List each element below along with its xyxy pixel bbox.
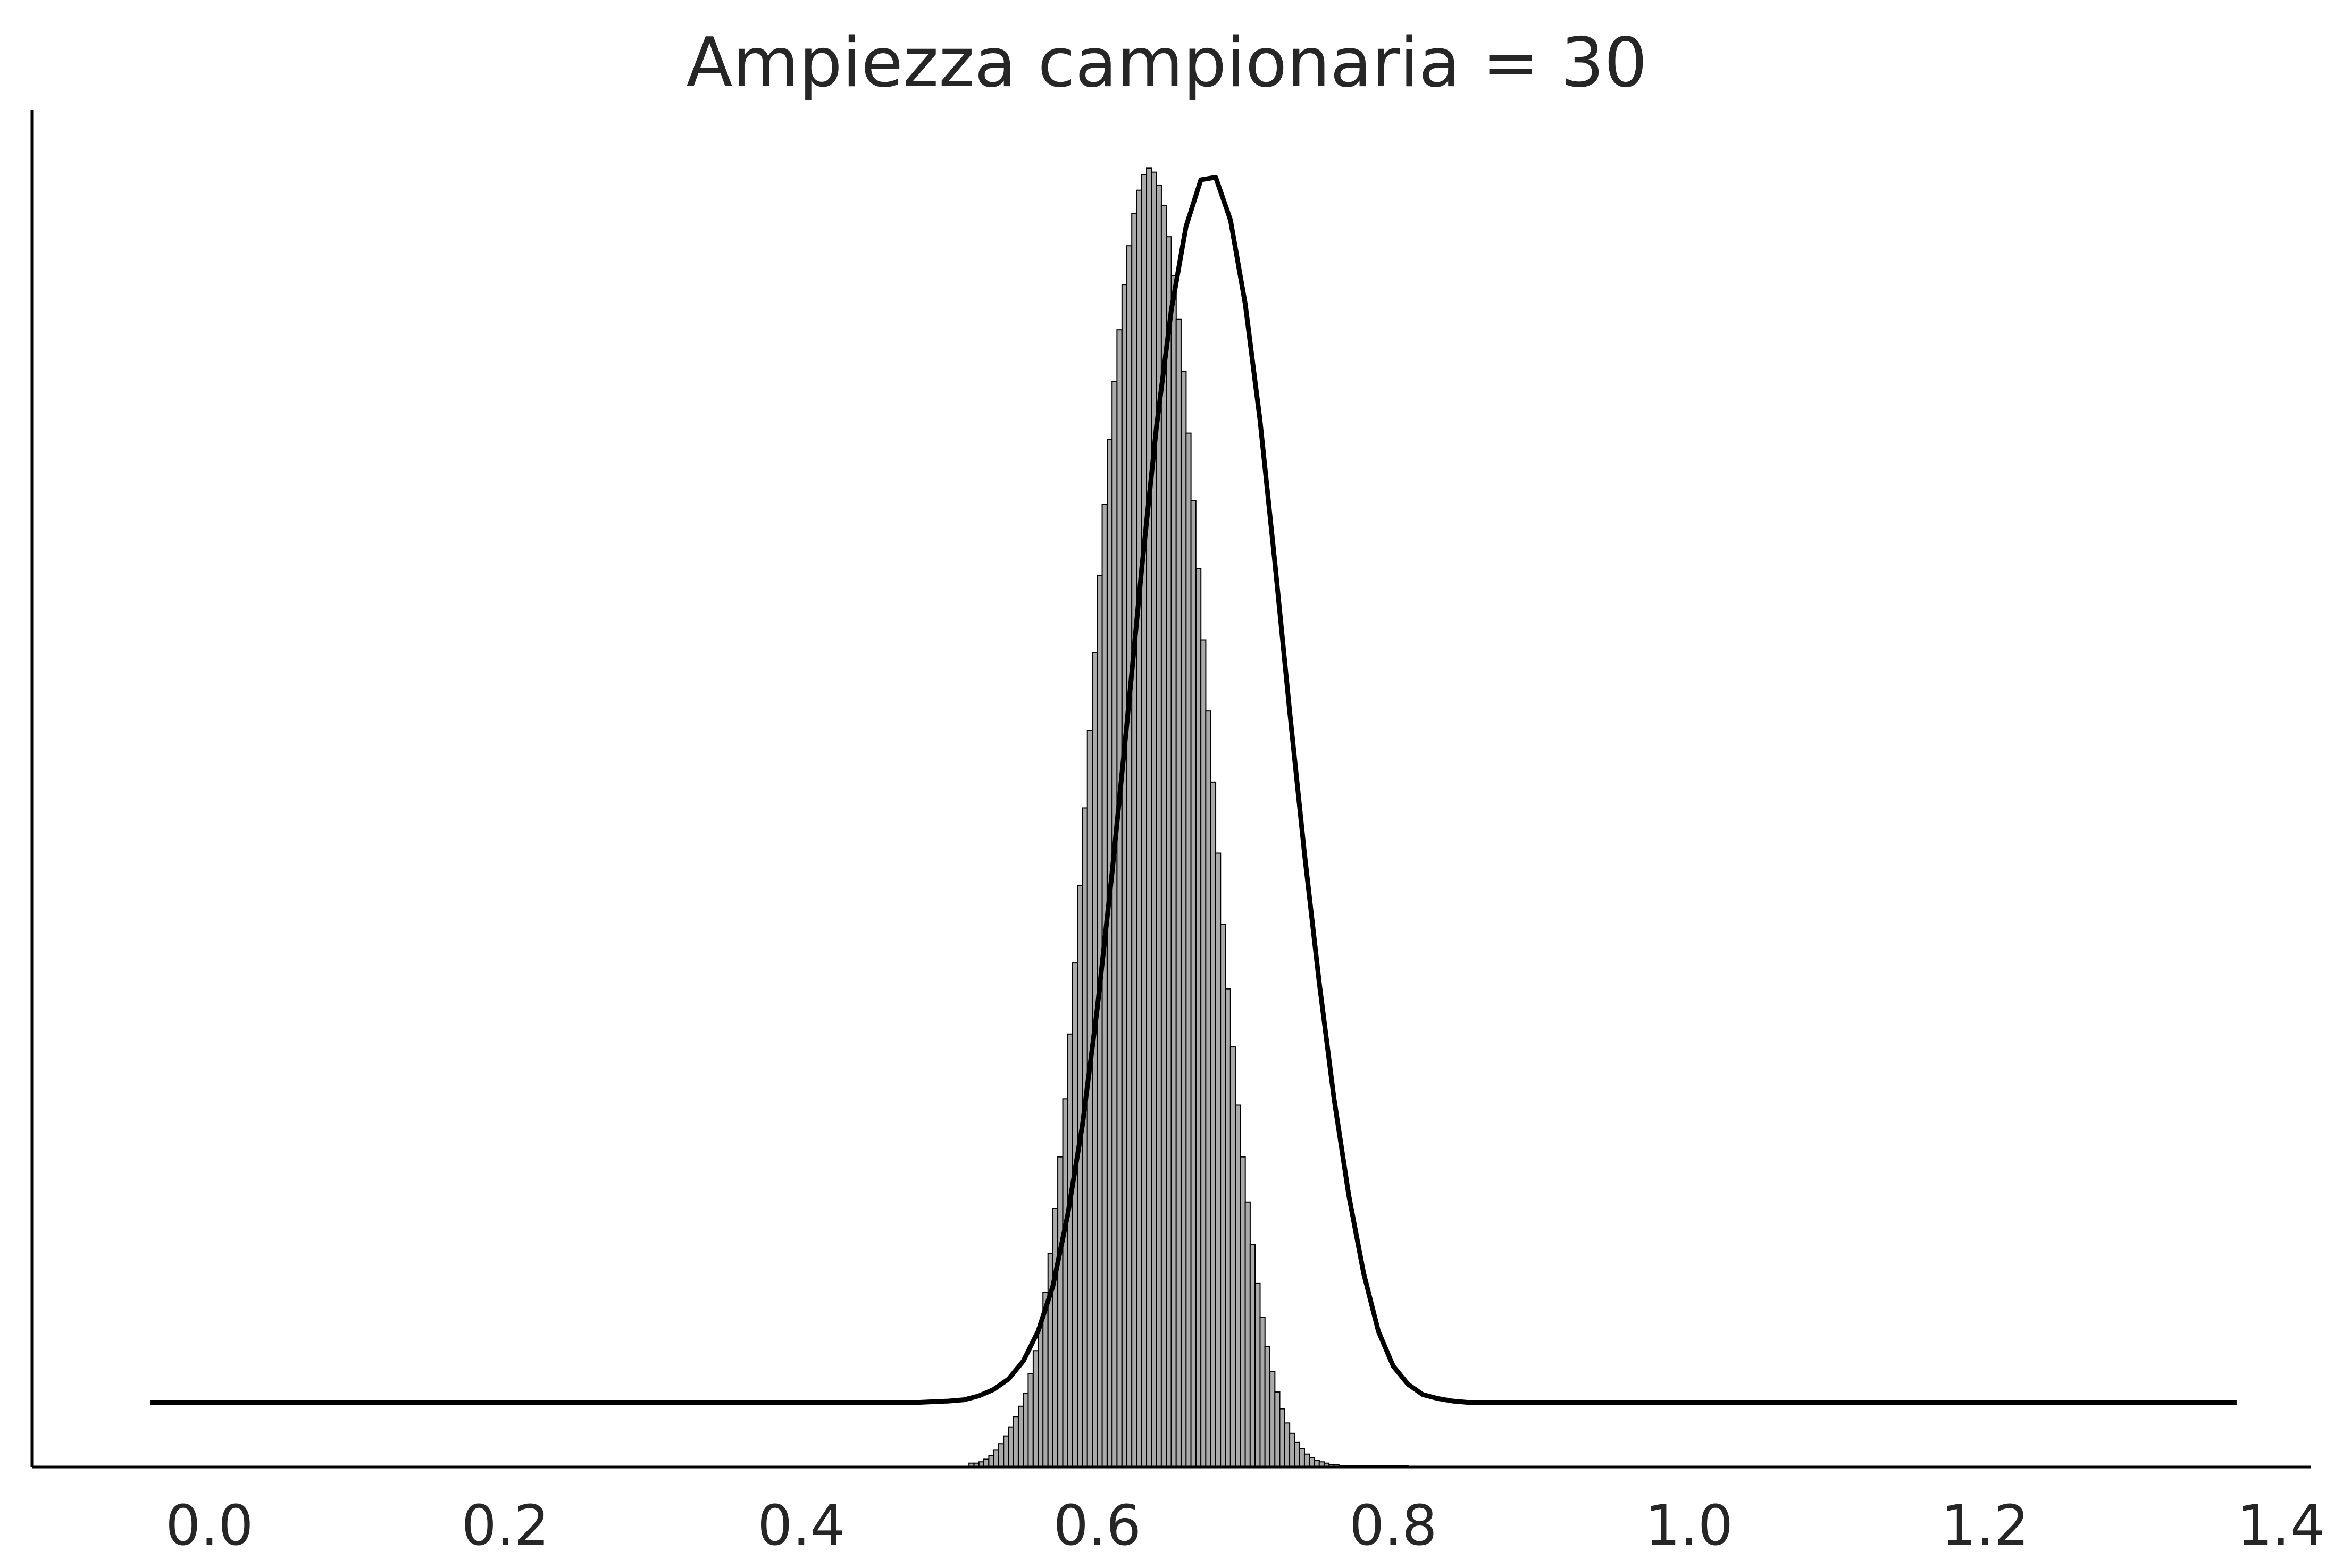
histogram-bar [1057,1156,1064,1468]
histogram-bar [1107,439,1113,1468]
histogram-bar [1240,1156,1246,1468]
histogram-bar [1170,275,1177,1468]
histogram-bar [1303,1453,1310,1468]
histogram-bar [1052,1208,1059,1468]
histogram-bar [1294,1441,1300,1468]
x-tick-label: 0.4 [757,1493,845,1558]
histogram-bar [1032,1350,1039,1468]
x-tick-label: 1.2 [1941,1493,2029,1558]
histogram-bar [1249,1244,1256,1468]
histogram-bar [1185,432,1192,1468]
histogram-bar [1220,924,1226,1468]
histogram-bar [1072,962,1078,1468]
histogram-bar [1131,213,1137,1468]
histogram-bar [1023,1393,1029,1468]
x-tick-label: 0.2 [462,1493,549,1558]
histogram-bar [1062,1098,1068,1468]
x-tick-label: 1.4 [2237,1493,2325,1558]
histogram-bar [1121,284,1128,1468]
x-tick-label: 1.0 [1645,1493,1733,1558]
histogram-bar [1141,174,1148,1468]
histogram-bar [1299,1448,1306,1468]
histogram-bar [1082,807,1088,1468]
density-curve [150,174,2237,1405]
histogram-bar [1244,1201,1251,1468]
histogram-bar [1092,652,1098,1468]
histogram-bar [1067,1033,1073,1468]
histogram-bar [1116,329,1123,1468]
histogram-bar [1077,885,1083,1468]
histogram-bar [1279,1408,1285,1468]
x-tick-labels: 0.0 0.2 0.4 0.6 0.8 1.0 1.2 1.4 [165,1493,2325,1558]
histogram-bar [1284,1422,1291,1468]
histogram-bar [1018,1405,1024,1468]
histogram-bar [1205,710,1211,1468]
histogram-bar [1309,1457,1315,1468]
histogram-bar [1225,988,1231,1468]
histogram-bar [1038,1324,1044,1468]
histogram-bar [1013,1416,1019,1468]
histogram-bar [1210,781,1217,1468]
histogram-bar [988,1455,994,1468]
histogram-bar [1190,500,1197,1468]
histogram-bar [1101,504,1108,1468]
histogram-bar [1027,1373,1034,1468]
histogram-bar [1274,1391,1281,1468]
histogram-bar [1289,1432,1295,1468]
histogram-bar [1195,568,1202,1468]
histogram-bars [968,167,1409,1468]
histogram-bar [998,1443,1005,1468]
histogram-bar [1175,318,1182,1468]
histogram-bar [1181,370,1187,1468]
histogram-bar [1200,639,1207,1468]
histogram-bar [1229,1046,1236,1468]
histogram-bar [1254,1282,1261,1468]
histogram-bar [1151,171,1157,1468]
histogram-bar [1136,189,1142,1468]
histogram-bar [1146,167,1152,1468]
histogram-bar [1111,381,1118,1468]
histogram-bar [1003,1435,1009,1468]
histogram-bar [1259,1317,1266,1468]
x-tick-label: 0.8 [1349,1493,1437,1558]
histogram-bar [1166,236,1172,1468]
histogram-bar [1008,1426,1014,1468]
histogram-bar [1269,1371,1276,1468]
histogram-bar [993,1449,999,1468]
histogram-bar [1234,1104,1241,1468]
x-tick-label: 0.0 [165,1493,253,1558]
chart-title: Ampiezza campionaria = 30 [686,23,1647,103]
histogram-bar [1264,1346,1270,1468]
histogram-bar [1126,245,1133,1468]
x-tick-label: 0.6 [1053,1493,1141,1558]
histogram-bar [1215,852,1222,1468]
